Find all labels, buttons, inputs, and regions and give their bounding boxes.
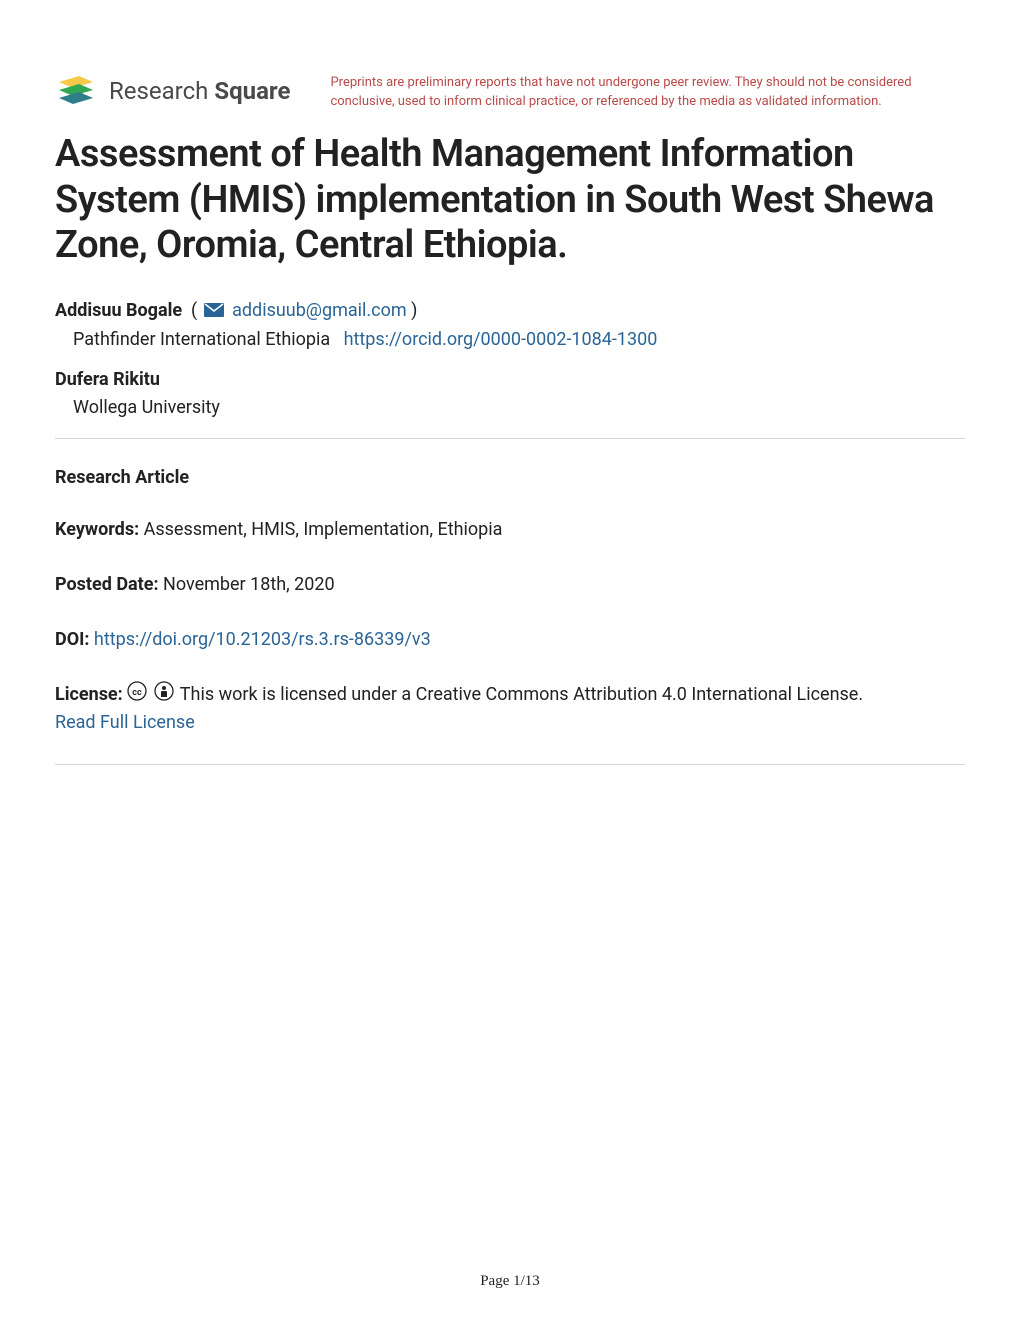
posted-date-label: Posted Date: [55, 574, 159, 595]
author-email-link[interactable]: addisuub@gmail.com [232, 300, 407, 321]
cc-by-icon [154, 681, 174, 709]
author-affiliation: Wollega University [73, 397, 965, 418]
orcid-link[interactable]: https://orcid.org/0000-0002-1084-1300 [344, 329, 658, 350]
page-number: Page 1/13 [0, 1273, 1020, 1290]
keywords-label: Keywords: [55, 519, 139, 540]
email-icon [204, 298, 224, 325]
logo-text: Research Square [109, 77, 290, 105]
section-divider [55, 438, 965, 439]
section-divider [55, 764, 965, 765]
doi-row: DOI: https://doi.org/10.21203/rs.3.rs-86… [55, 626, 965, 653]
author-name: Dufera Rikitu [55, 369, 160, 390]
preprint-disclaimer: Preprints are preliminary reports that h… [330, 70, 965, 112]
posted-date-row: Posted Date: November 18th, 2020 [55, 571, 965, 598]
authors-section: Addisuu Bogale ( addisuub@gmail.com ) Pa… [55, 297, 965, 418]
paper-title: Assessment of Health Management Informat… [55, 132, 965, 269]
research-square-logo-icon [55, 70, 97, 112]
header-row: Research Square Preprints are preliminar… [55, 70, 965, 112]
posted-date-value: November 18th, 2020 [163, 574, 335, 595]
logo: Research Square [55, 70, 290, 112]
doi-link[interactable]: https://doi.org/10.21203/rs.3.rs-86339/v… [94, 629, 431, 650]
author-line: Dufera Rikitu [55, 366, 965, 393]
license-text: This work is licensed under a Creative C… [180, 684, 863, 705]
license-link[interactable]: Read Full License [55, 712, 195, 733]
author-block: Dufera Rikitu Wollega University [55, 366, 965, 418]
author-name: Addisuu Bogale [55, 300, 182, 321]
author-line: Addisuu Bogale ( addisuub@gmail.com ) [55, 297, 965, 325]
cc-icon: cc [127, 681, 147, 709]
keywords-value: Assessment, HMIS, Implementation, Ethiop… [144, 519, 503, 540]
svg-text:cc: cc [133, 688, 143, 698]
article-type: Research Article [55, 467, 965, 488]
license-row: License: cc This work is licensed under … [55, 681, 965, 736]
author-block: Addisuu Bogale ( addisuub@gmail.com ) Pa… [55, 297, 965, 350]
author-affiliation: Pathfinder International Ethiopia https:… [73, 329, 965, 350]
keywords-row: Keywords: Assessment, HMIS, Implementati… [55, 516, 965, 543]
doi-label: DOI: [55, 629, 89, 650]
license-label: License: [55, 684, 123, 705]
